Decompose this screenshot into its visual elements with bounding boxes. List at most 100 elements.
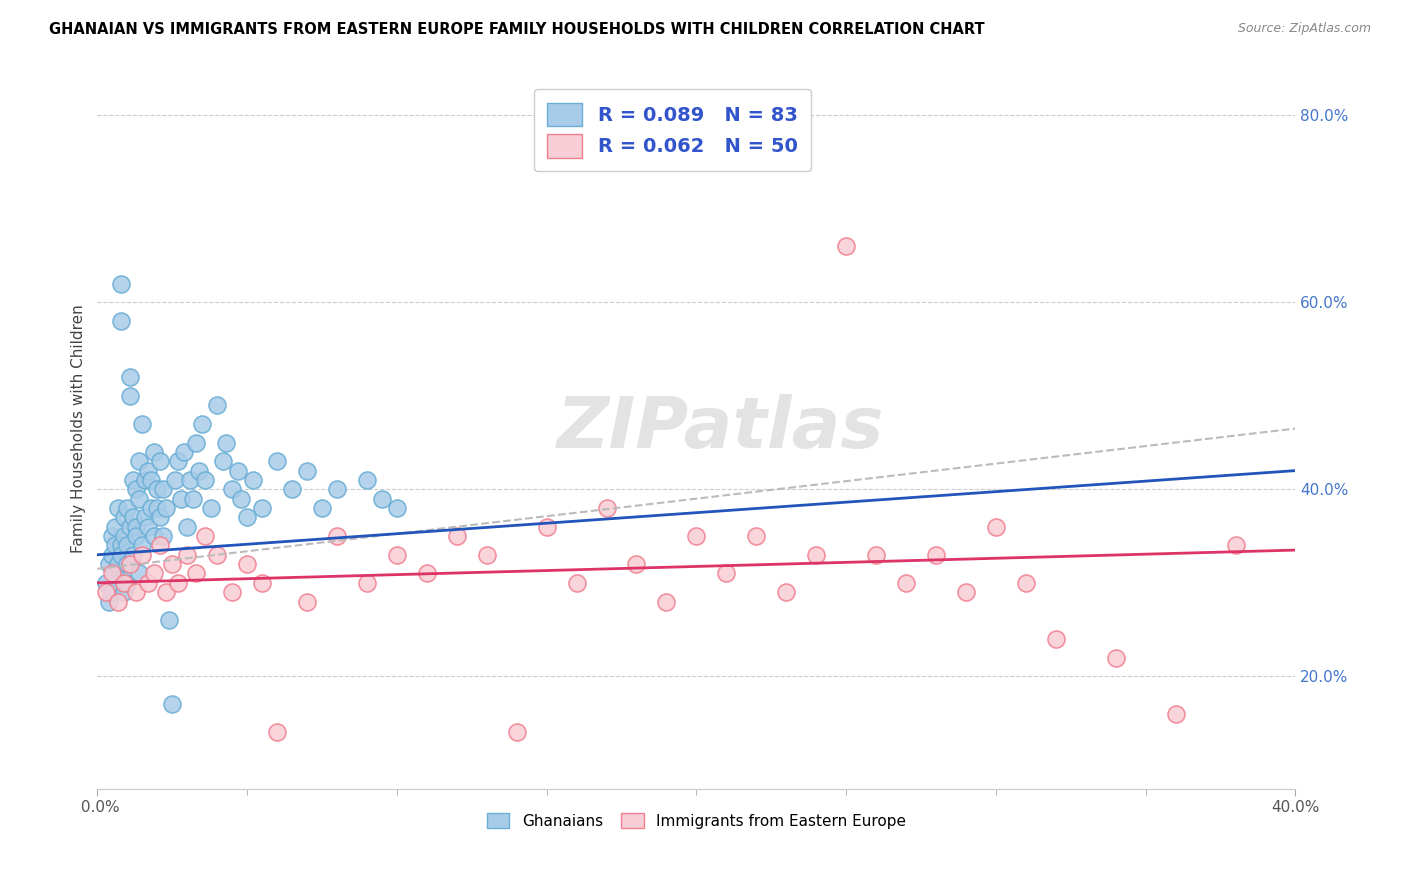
Point — [1105, 650, 1128, 665]
Point — [110, 538, 132, 552]
Point — [107, 594, 129, 608]
Point — [356, 473, 378, 487]
Point — [186, 566, 208, 581]
Point — [212, 454, 235, 468]
Point — [104, 519, 127, 533]
Point — [205, 548, 228, 562]
Point — [128, 566, 150, 581]
Point — [595, 501, 617, 516]
Point — [155, 501, 177, 516]
Point — [101, 585, 124, 599]
Point — [505, 725, 527, 739]
Y-axis label: Family Households with Children: Family Households with Children — [72, 304, 86, 553]
Point — [236, 510, 259, 524]
Point — [536, 519, 558, 533]
Point — [128, 491, 150, 506]
Point — [107, 557, 129, 571]
Point — [131, 538, 153, 552]
Point — [143, 566, 166, 581]
Point — [266, 725, 288, 739]
Point — [186, 435, 208, 450]
Point — [112, 510, 135, 524]
Point — [191, 417, 214, 431]
Point — [1045, 632, 1067, 646]
Point — [806, 548, 828, 562]
Point — [136, 464, 159, 478]
Point — [173, 445, 195, 459]
Point — [107, 501, 129, 516]
Point — [745, 529, 768, 543]
Point — [894, 575, 917, 590]
Point — [955, 585, 977, 599]
Point — [125, 585, 148, 599]
Point — [143, 445, 166, 459]
Point — [475, 548, 498, 562]
Point — [128, 454, 150, 468]
Point — [170, 491, 193, 506]
Point — [143, 529, 166, 543]
Point — [416, 566, 439, 581]
Point — [136, 519, 159, 533]
Point — [101, 529, 124, 543]
Point — [865, 548, 887, 562]
Point — [101, 548, 124, 562]
Point — [215, 435, 238, 450]
Point — [141, 473, 163, 487]
Point — [326, 529, 349, 543]
Point — [104, 538, 127, 552]
Point — [122, 510, 145, 524]
Point — [160, 557, 183, 571]
Point — [117, 501, 139, 516]
Legend: Ghanaians, Immigrants from Eastern Europe: Ghanaians, Immigrants from Eastern Europ… — [481, 806, 912, 835]
Point — [685, 529, 707, 543]
Point — [134, 473, 156, 487]
Point — [110, 277, 132, 291]
Point — [236, 557, 259, 571]
Point — [181, 491, 204, 506]
Point — [188, 464, 211, 478]
Point — [250, 501, 273, 516]
Point — [122, 548, 145, 562]
Point — [160, 698, 183, 712]
Point — [984, 519, 1007, 533]
Point — [120, 519, 142, 533]
Point — [131, 417, 153, 431]
Point — [311, 501, 333, 516]
Point — [1225, 538, 1247, 552]
Point — [326, 483, 349, 497]
Point — [157, 613, 180, 627]
Point — [281, 483, 304, 497]
Point — [112, 585, 135, 599]
Point — [835, 239, 858, 253]
Point — [149, 510, 172, 524]
Point — [122, 473, 145, 487]
Point — [775, 585, 797, 599]
Point — [96, 585, 118, 599]
Point — [179, 473, 201, 487]
Point — [165, 473, 187, 487]
Point — [167, 454, 190, 468]
Point — [125, 529, 148, 543]
Point — [221, 483, 243, 497]
Point — [295, 464, 318, 478]
Point — [176, 519, 198, 533]
Point — [194, 529, 217, 543]
Point — [110, 548, 132, 562]
Point — [176, 548, 198, 562]
Point — [112, 529, 135, 543]
Point — [655, 594, 678, 608]
Point — [117, 538, 139, 552]
Point — [446, 529, 468, 543]
Point — [152, 483, 174, 497]
Point — [141, 501, 163, 516]
Point — [226, 464, 249, 478]
Point — [149, 454, 172, 468]
Point — [626, 557, 648, 571]
Point — [149, 538, 172, 552]
Text: Source: ZipAtlas.com: Source: ZipAtlas.com — [1237, 22, 1371, 36]
Point — [125, 519, 148, 533]
Point — [131, 548, 153, 562]
Point — [112, 575, 135, 590]
Point — [120, 370, 142, 384]
Point — [155, 585, 177, 599]
